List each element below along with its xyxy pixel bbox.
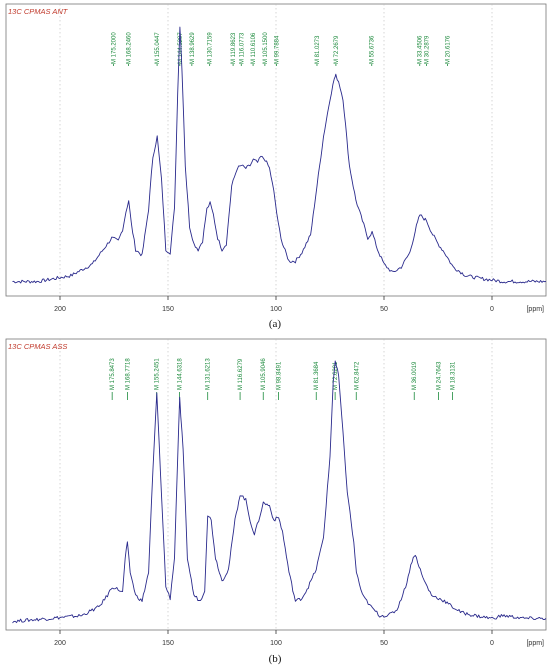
peak-label: M 98.8491 <box>276 361 282 390</box>
peak-label: M 55.6736 <box>370 35 376 64</box>
peak-label: M 116.6279 <box>238 358 244 390</box>
x-tick-label: 50 <box>380 306 388 313</box>
spectrum-line <box>12 360 547 624</box>
peak-label: M 99.7884 <box>274 35 280 64</box>
x-tick-label: 200 <box>54 640 66 647</box>
x-tick-label: 50 <box>380 640 388 647</box>
chart-title: 13C CPMAS ASS <box>8 342 67 351</box>
x-axis-label: [ppm] <box>526 306 544 313</box>
caption-a: (a) <box>268 318 282 330</box>
peak-label: M 138.9629 <box>190 32 196 64</box>
peak-label: M 36.0019 <box>412 361 418 390</box>
peak-label: M 105.1500 <box>263 32 269 64</box>
peak-label: M 175.2000 <box>112 32 118 64</box>
peak-label: M 155.0447 <box>155 32 161 64</box>
x-axis-label: [ppm] <box>526 640 544 647</box>
x-tick-label: 100 <box>270 640 282 647</box>
chart-panel-b: 200 150 100 50 0 [ppm] 13C CPMAS ASS M 175.8473… <box>5 338 547 647</box>
peak-label: M 62.8472 <box>354 361 360 390</box>
x-tick-label: 200 <box>54 306 66 313</box>
peak-label: M 130.7159 <box>208 32 214 64</box>
x-tick-label: 150 <box>162 640 174 647</box>
peak-label: M 116.0773 <box>239 32 245 64</box>
peak-label: M 72.2679 <box>334 35 340 64</box>
x-tick-label: 0 <box>490 306 494 313</box>
peak-label: M 155.2451 <box>155 358 161 390</box>
peak-label: M 72.6281 <box>333 361 339 390</box>
peak-label: M 30.2879 <box>425 35 431 64</box>
peak-label: M 119.8623 <box>231 32 237 64</box>
x-tick-label: 0 <box>490 640 494 647</box>
peak-label: M 175.8473 <box>110 358 116 390</box>
peak-label: M 131.6213 <box>206 358 212 390</box>
peak-label: M 168.2460 <box>127 32 133 64</box>
peak-label: M 144.6318 <box>178 358 184 390</box>
x-tick-label: 100 <box>270 306 282 313</box>
peak-label: M 110.6106 <box>251 32 257 64</box>
spectrum-line <box>12 26 547 284</box>
peak-label: M 33.4506 <box>418 35 424 64</box>
chart-panel-a: 200 150 100 50 0 [ppm] 13C CPMAS ANT M 175.2000… <box>5 3 547 313</box>
peak-label: M 20.6176 <box>445 35 451 64</box>
peak-label: M 81.3684 <box>314 361 320 390</box>
chart-title: 13C CPMAS ANT <box>8 7 69 16</box>
caption-b: (b) <box>268 653 282 665</box>
peak-label: M 24.7643 <box>437 361 443 390</box>
peak-label: M 18.3131 <box>450 361 456 390</box>
peak-label: M 168.7718 <box>125 358 131 390</box>
x-tick-label: 150 <box>162 306 174 313</box>
peak-label: M 105.9046 <box>261 358 267 390</box>
peak-label: M 81.0273 <box>315 35 321 64</box>
